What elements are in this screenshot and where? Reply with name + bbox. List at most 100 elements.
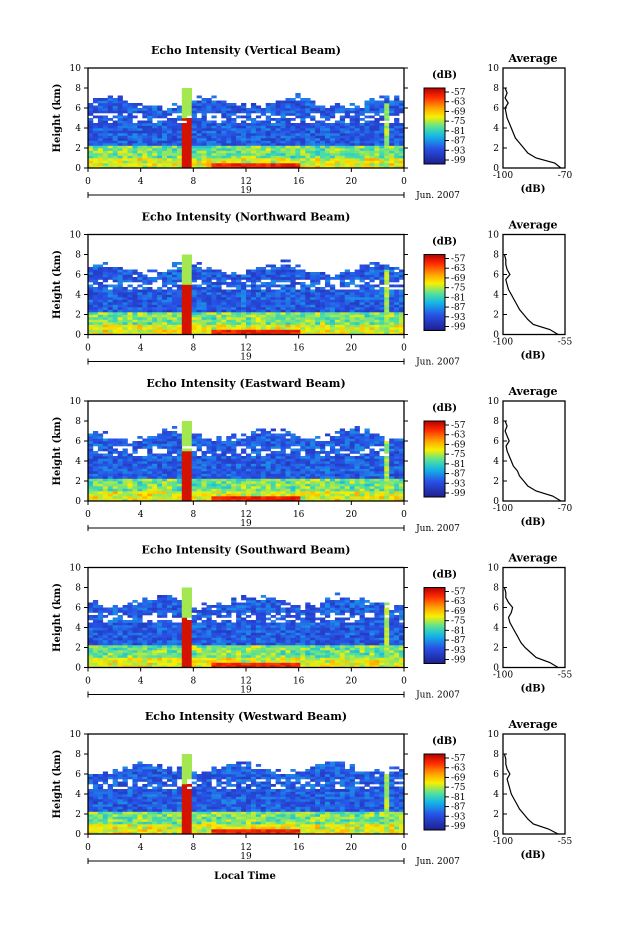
heatmap-cell — [275, 322, 281, 325]
heatmap-cell — [275, 145, 281, 149]
heatmap-cell — [290, 282, 296, 285]
heatmap-cell — [226, 158, 232, 161]
heatmap-cell — [315, 125, 321, 129]
heatmap-cell — [250, 443, 257, 447]
heatmap-cell — [310, 322, 316, 325]
heatmap-cell — [97, 299, 104, 303]
heatmap-cell — [250, 322, 257, 325]
heatmap-cell — [329, 461, 336, 464]
heatmap-cell — [265, 496, 271, 499]
heatmap-cell — [236, 148, 242, 151]
heatmap-cell — [196, 100, 202, 104]
heatmap-cell — [107, 108, 113, 111]
heatmap-cell — [310, 294, 316, 298]
heatmap-cell — [112, 120, 118, 124]
heatmap-cell — [379, 302, 385, 305]
heatmap-cell — [364, 150, 370, 154]
heatmap-cell — [241, 297, 247, 300]
heatmap-cell — [250, 130, 257, 134]
heatmap-cell — [167, 478, 173, 482]
heatmap-cell — [310, 289, 316, 293]
heatmap-cell — [265, 284, 271, 288]
heatmap-cell — [290, 140, 296, 144]
heatmap-cell — [241, 463, 247, 467]
heatmap-cell — [399, 158, 405, 161]
heatmap-cell — [379, 155, 385, 159]
heatmap-cell — [137, 491, 143, 494]
heatmap-cell — [162, 488, 168, 492]
heatmap-cell — [315, 463, 321, 467]
heatmap-cell — [320, 441, 326, 444]
heatmap-cell — [102, 118, 109, 121]
heatmap-cell — [329, 463, 336, 467]
heatmap-cell — [325, 150, 331, 154]
heatmap-cell — [226, 461, 232, 464]
heatmap-cell — [112, 128, 118, 131]
heatmap-cell — [384, 269, 390, 273]
heatmap-cell — [152, 292, 158, 295]
heatmap-cell — [231, 312, 237, 315]
heatmap-cell — [152, 481, 158, 484]
heatmap-cell — [147, 458, 153, 462]
heatmap-cell — [162, 115, 168, 119]
heatmap-cell — [255, 438, 262, 442]
heatmap-cell — [221, 329, 227, 333]
heatmap-cell — [265, 140, 271, 144]
heatmap-cell — [389, 153, 395, 156]
heatmap-cell — [255, 105, 262, 109]
heatmap-cell — [290, 110, 296, 114]
heatmap-cell — [167, 138, 173, 141]
heatmap-cell — [236, 128, 242, 131]
heatmap-cell — [379, 277, 385, 280]
heatmap-cell — [250, 329, 257, 333]
heatmap-cell — [137, 463, 143, 467]
heatmap-cell — [394, 491, 400, 494]
heatmap-cell — [364, 491, 370, 494]
heatmap-cell — [162, 309, 168, 313]
heatmap-cell — [394, 133, 400, 136]
heatmap-cell — [364, 297, 370, 300]
heatmap-cell — [236, 165, 242, 169]
heatmap-cell — [250, 287, 257, 290]
heatmap-cell — [280, 287, 286, 290]
chart-title: Echo Intensity (Northward Beam) — [142, 211, 351, 224]
heatmap-cell — [132, 493, 138, 497]
profile-y-tick-label: 0 — [493, 331, 499, 341]
heatmap-cell — [181, 254, 188, 258]
heatmap-cell — [399, 145, 405, 149]
heatmap-cell — [117, 125, 123, 129]
heatmap-cell — [246, 135, 252, 139]
heatmap-cell — [186, 461, 192, 464]
heatmap-cell — [112, 443, 118, 447]
heatmap-cell — [389, 483, 395, 487]
heatmap-cell — [389, 324, 395, 328]
heatmap-cell — [280, 453, 286, 457]
heatmap-cell — [236, 287, 242, 290]
heatmap-cell — [285, 327, 291, 330]
y-tick-label: 0 — [75, 331, 81, 341]
heatmap-cell — [176, 140, 183, 144]
heatmap-cell — [107, 150, 113, 154]
heatmap-cell — [142, 125, 148, 129]
heatmap-cell — [117, 496, 123, 499]
heatmap-cell — [186, 135, 192, 139]
heatmap-cell — [260, 332, 267, 335]
heatmap-cell — [389, 481, 395, 484]
heatmap-cell — [112, 329, 118, 333]
heatmap-cell — [137, 299, 143, 303]
heatmap-cell — [216, 491, 222, 494]
heatmap-cell — [112, 274, 118, 278]
heatmap-cell — [127, 312, 133, 315]
heatmap-cell — [384, 476, 390, 479]
heatmap-cell — [216, 448, 222, 452]
heatmap-cell — [171, 165, 178, 169]
heatmap-cell — [196, 130, 202, 134]
heatmap-cell — [280, 471, 286, 474]
heatmap-cell — [334, 324, 341, 328]
heatmap-cell — [290, 148, 296, 151]
heatmap-cell — [349, 155, 355, 159]
heatmap-cell — [186, 307, 192, 310]
heatmap-cell — [389, 158, 395, 161]
heatmap-cell — [157, 438, 163, 442]
heatmap-cell — [206, 461, 212, 464]
